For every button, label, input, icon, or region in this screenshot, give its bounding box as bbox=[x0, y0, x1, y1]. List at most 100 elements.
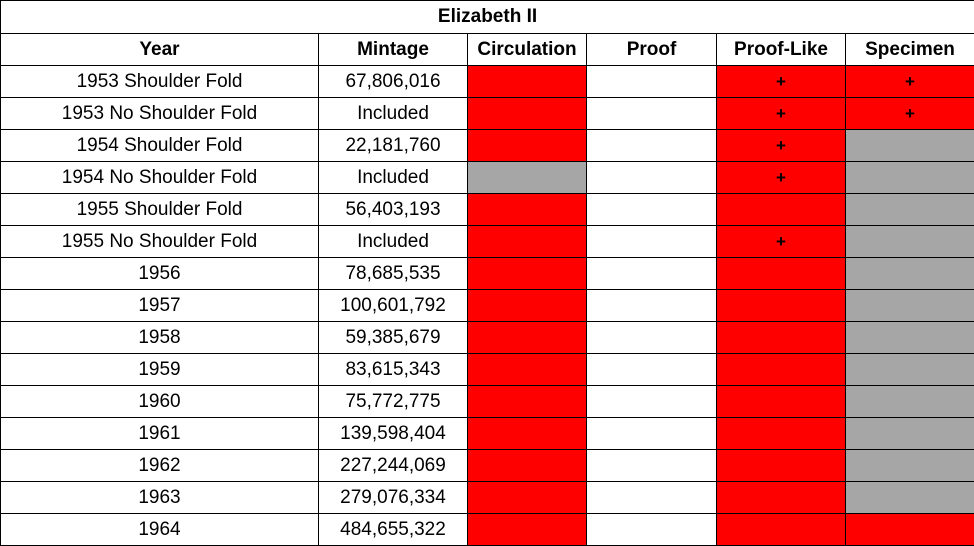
column-header: Circulation bbox=[468, 34, 587, 66]
status-cell bbox=[717, 354, 846, 386]
status-cell bbox=[846, 354, 974, 386]
status-cell bbox=[846, 514, 974, 546]
status-cell bbox=[846, 482, 974, 514]
status-cell bbox=[468, 386, 587, 418]
year-cell: 1954 No Shoulder Fold bbox=[1, 162, 319, 194]
status-cell: + bbox=[717, 130, 846, 162]
status-cell bbox=[717, 450, 846, 482]
status-cell bbox=[587, 514, 717, 546]
status-cell: + bbox=[717, 66, 846, 98]
status-cell bbox=[846, 290, 974, 322]
status-cell bbox=[846, 386, 974, 418]
status-cell bbox=[587, 354, 717, 386]
mintage-cell: 22,181,760 bbox=[319, 130, 468, 162]
status-cell: + bbox=[717, 162, 846, 194]
mintage-cell: Included bbox=[319, 226, 468, 258]
status-cell: + bbox=[717, 226, 846, 258]
status-cell bbox=[717, 322, 846, 354]
year-cell: 1955 No Shoulder Fold bbox=[1, 226, 319, 258]
status-cell bbox=[587, 290, 717, 322]
status-cell bbox=[587, 386, 717, 418]
column-header: Proof bbox=[587, 34, 717, 66]
mintage-cell: 227,244,069 bbox=[319, 450, 468, 482]
status-cell bbox=[717, 258, 846, 290]
column-header: Specimen bbox=[846, 34, 974, 66]
status-cell bbox=[468, 290, 587, 322]
status-cell bbox=[468, 226, 587, 258]
status-cell bbox=[717, 290, 846, 322]
column-header: Mintage bbox=[319, 34, 468, 66]
status-cell bbox=[587, 418, 717, 450]
status-cell bbox=[468, 418, 587, 450]
year-cell: 1955 Shoulder Fold bbox=[1, 194, 319, 226]
mintage-cell: Included bbox=[319, 98, 468, 130]
status-cell bbox=[717, 482, 846, 514]
status-cell bbox=[846, 322, 974, 354]
status-cell bbox=[587, 130, 717, 162]
year-cell: 1962 bbox=[1, 450, 319, 482]
status-cell bbox=[468, 450, 587, 482]
year-cell: 1953 Shoulder Fold bbox=[1, 66, 319, 98]
table-title: Elizabeth II bbox=[1, 1, 974, 34]
status-cell bbox=[468, 354, 587, 386]
year-cell: 1960 bbox=[1, 386, 319, 418]
mintage-cell: 83,615,343 bbox=[319, 354, 468, 386]
year-cell: 1956 bbox=[1, 258, 319, 290]
mintage-cell: 100,601,792 bbox=[319, 290, 468, 322]
status-cell: + bbox=[846, 66, 974, 98]
status-cell bbox=[846, 258, 974, 290]
status-cell bbox=[468, 98, 587, 130]
year-cell: 1959 bbox=[1, 354, 319, 386]
year-cell: 1954 Shoulder Fold bbox=[1, 130, 319, 162]
status-cell bbox=[468, 258, 587, 290]
year-cell: 1953 No Shoulder Fold bbox=[1, 98, 319, 130]
year-cell: 1963 bbox=[1, 482, 319, 514]
mintage-cell: 279,076,334 bbox=[319, 482, 468, 514]
status-cell bbox=[717, 418, 846, 450]
title-row: Elizabeth II bbox=[1, 1, 974, 34]
status-cell bbox=[846, 194, 974, 226]
status-cell bbox=[468, 66, 587, 98]
mintage-cell: 139,598,404 bbox=[319, 418, 468, 450]
status-cell bbox=[468, 130, 587, 162]
status-cell bbox=[468, 482, 587, 514]
status-cell bbox=[587, 226, 717, 258]
status-cell bbox=[846, 418, 974, 450]
status-cell bbox=[587, 98, 717, 130]
status-cell bbox=[717, 386, 846, 418]
status-cell bbox=[846, 162, 974, 194]
mintage-cell: 484,655,322 bbox=[319, 514, 468, 546]
status-cell bbox=[468, 194, 587, 226]
column-header: Proof-Like bbox=[717, 34, 846, 66]
status-cell bbox=[468, 514, 587, 546]
mintage-cell: Included bbox=[319, 162, 468, 194]
mintage-cell: 56,403,193 bbox=[319, 194, 468, 226]
year-cell: 1957 bbox=[1, 290, 319, 322]
status-cell bbox=[468, 322, 587, 354]
status-cell bbox=[587, 194, 717, 226]
mintage-cell: 67,806,016 bbox=[319, 66, 468, 98]
status-cell: + bbox=[846, 98, 974, 130]
status-cell bbox=[587, 482, 717, 514]
status-cell bbox=[846, 450, 974, 482]
status-cell: + bbox=[717, 98, 846, 130]
status-cell bbox=[717, 514, 846, 546]
status-cell bbox=[587, 258, 717, 290]
column-header: Year bbox=[1, 34, 319, 66]
